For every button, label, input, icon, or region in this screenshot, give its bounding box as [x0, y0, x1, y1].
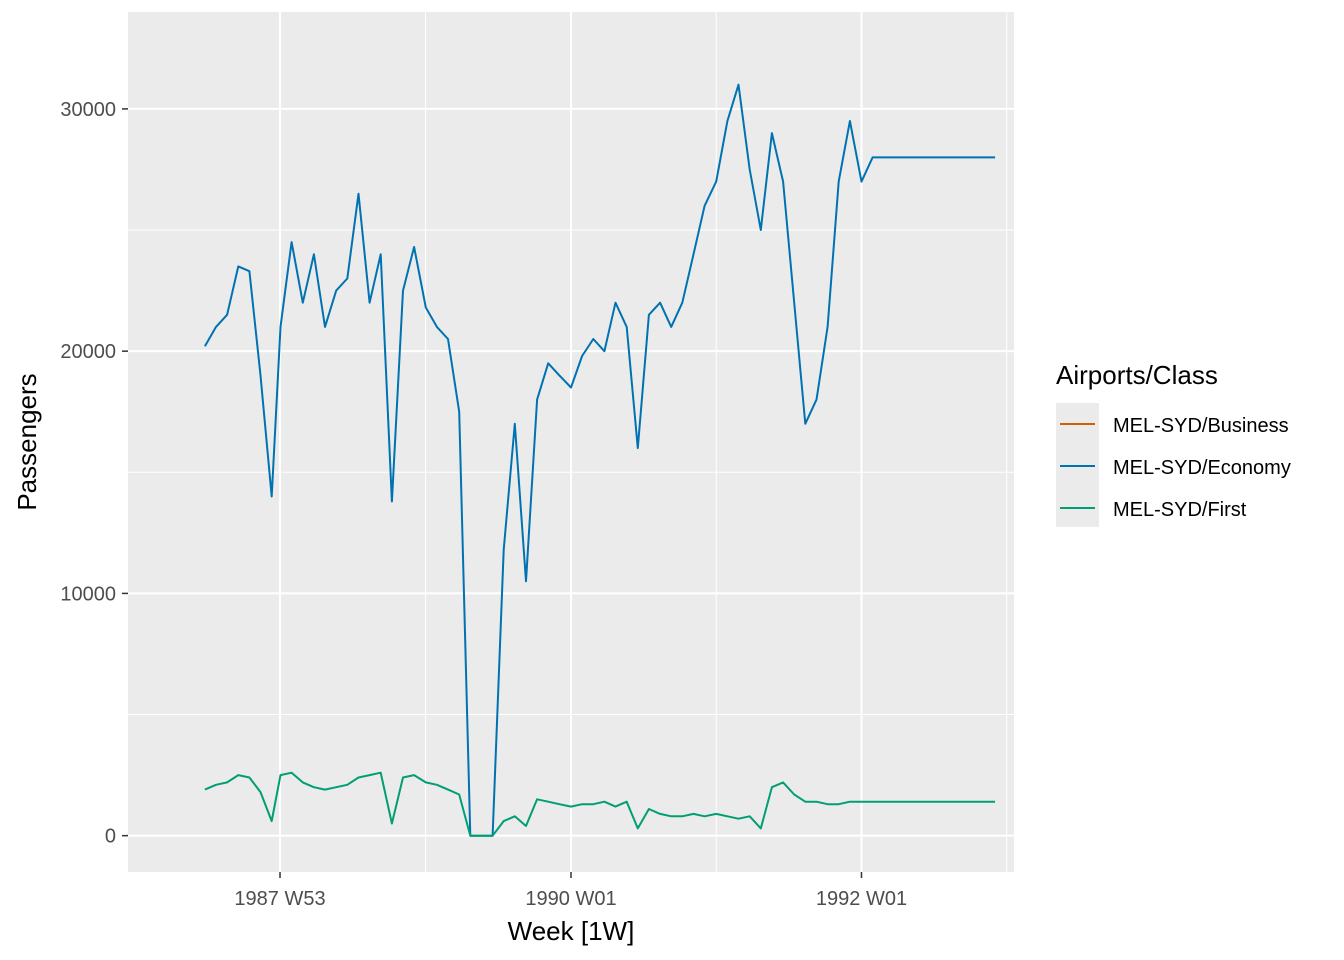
y-axis: 0 10000 20000 30000: [60, 99, 128, 848]
series-layer: [204, 83, 996, 837]
y-tick-label: 10000: [60, 583, 116, 605]
x-tick-label: 1992 W01: [816, 888, 907, 910]
legend: Airports/Class MEL-SYD/Business MEL-SYD/E…: [1056, 360, 1291, 527]
legend-label: MEL-SYD/First: [1113, 499, 1247, 521]
y-axis-title: Passengers: [12, 373, 42, 510]
x-tick-label: 1990 W01: [525, 888, 616, 910]
y-tick-label: 0: [105, 826, 116, 848]
legend-label: MEL-SYD/Business: [1113, 415, 1289, 437]
series-line-mel-syd-first: [204, 771, 996, 837]
legend-title: Airports/Class: [1056, 360, 1218, 390]
x-tick-label: 1987 W53: [234, 888, 325, 910]
y-tick-label: 20000: [60, 341, 116, 363]
major-gridlines: [128, 12, 1014, 872]
series-line-mel-syd-economy: [204, 83, 996, 837]
x-axis-title: Week [1W]: [508, 916, 635, 946]
legend-label: MEL-SYD/Economy: [1113, 457, 1291, 479]
x-axis: 1987 W53 1990 W01 1992 W01: [234, 872, 907, 910]
y-tick-label: 30000: [60, 99, 116, 121]
